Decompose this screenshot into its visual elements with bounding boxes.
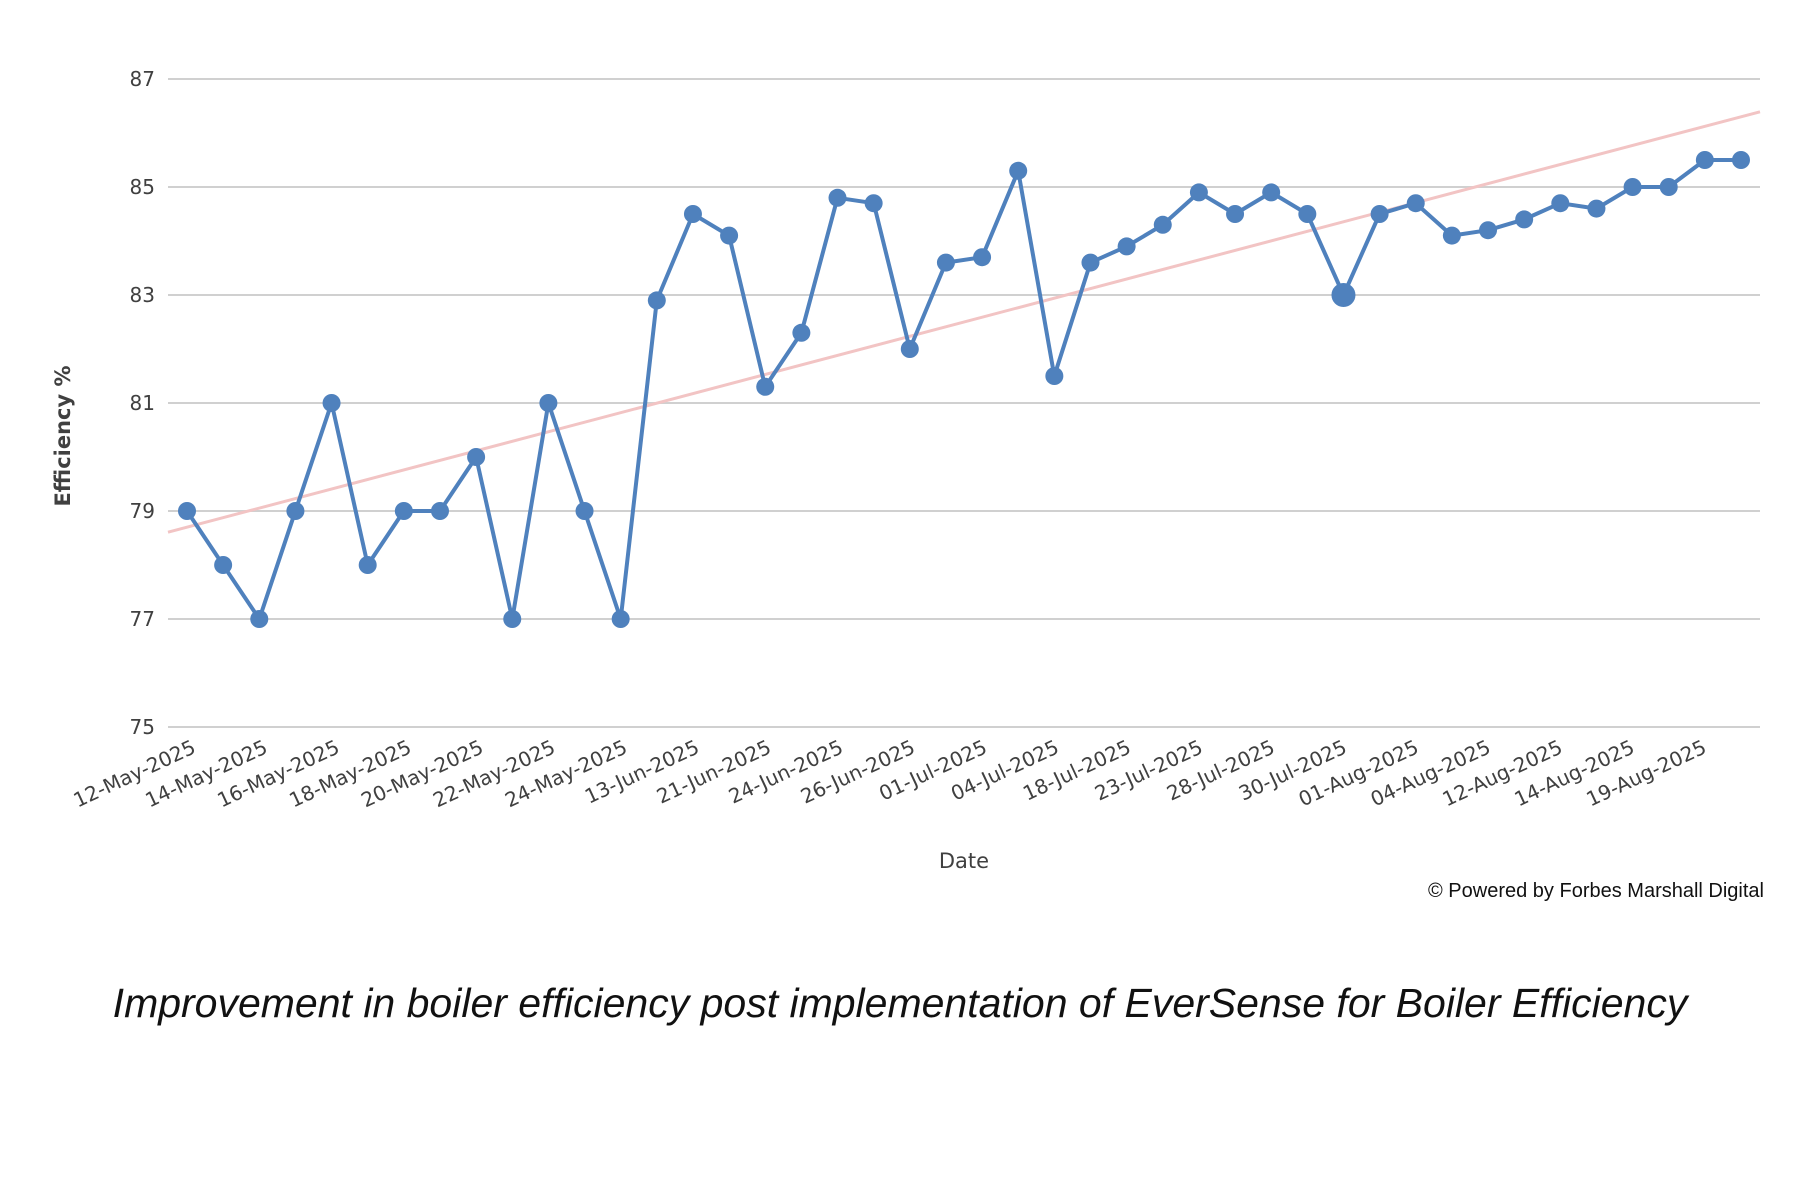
data-point <box>1262 183 1281 202</box>
data-point <box>358 556 377 574</box>
data-point <box>756 377 775 396</box>
data-point <box>936 253 955 272</box>
data-point <box>322 394 341 412</box>
data-point <box>1695 151 1714 169</box>
data-point <box>1045 367 1064 385</box>
figure-caption: Improvement in boiler efficiency post im… <box>112 980 1688 1026</box>
data-point <box>286 502 305 520</box>
x-axis-ticks: 12-May-202514-May-202516-May-202518-May-… <box>70 735 1710 812</box>
y-tick-label: 87 <box>130 67 155 91</box>
data-point <box>1442 226 1461 245</box>
data-point <box>1298 205 1317 223</box>
data-point <box>539 394 558 412</box>
data-point <box>178 502 196 520</box>
y-tick-label: 75 <box>130 715 155 739</box>
data-point <box>720 226 739 245</box>
data-point <box>1406 194 1425 213</box>
y-tick-label: 83 <box>130 283 155 307</box>
data-point <box>1153 215 1172 234</box>
data-point <box>1623 178 1642 196</box>
x-axis-title: Date <box>939 849 989 873</box>
data-point <box>1331 283 1356 307</box>
data-point <box>575 502 594 520</box>
trendline <box>167 110 1761 534</box>
data-point <box>864 194 883 213</box>
data-point <box>647 291 666 310</box>
data-point <box>1009 161 1028 180</box>
data-point <box>1659 178 1678 196</box>
data-point <box>1515 210 1534 229</box>
data-point <box>1479 221 1498 240</box>
data-point <box>973 248 992 267</box>
data-point <box>467 448 486 466</box>
y-axis-ticks: 75 77 79 81 83 85 87 <box>130 67 155 739</box>
y-tick-label: 81 <box>130 391 155 415</box>
trendline-layer <box>167 110 1761 534</box>
data-point <box>1732 151 1750 169</box>
data-point <box>1226 205 1245 223</box>
y-tick-label: 85 <box>130 175 155 199</box>
data-point <box>503 610 522 628</box>
data-point <box>683 205 702 223</box>
data-point <box>1117 237 1136 256</box>
data-point <box>1551 194 1570 213</box>
data-point <box>250 610 269 628</box>
y-axis-title: Efficiency % <box>51 365 75 506</box>
y-tick-label: 77 <box>130 607 155 631</box>
y-tick-label: 79 <box>130 499 155 523</box>
data-point <box>394 502 413 520</box>
data-point <box>792 323 811 342</box>
data-point <box>828 188 847 207</box>
series-line <box>185 158 1741 621</box>
data-point <box>900 340 919 358</box>
data-point <box>430 502 449 520</box>
powered-by-credit: © Powered by Forbes Marshall Digital <box>1428 880 1764 902</box>
data-point <box>1587 199 1606 218</box>
data-point <box>1370 205 1389 223</box>
data-point <box>611 610 630 628</box>
data-point <box>214 556 233 574</box>
data-point <box>1189 183 1208 202</box>
series-layer <box>178 151 1750 628</box>
data-point <box>1081 253 1100 272</box>
